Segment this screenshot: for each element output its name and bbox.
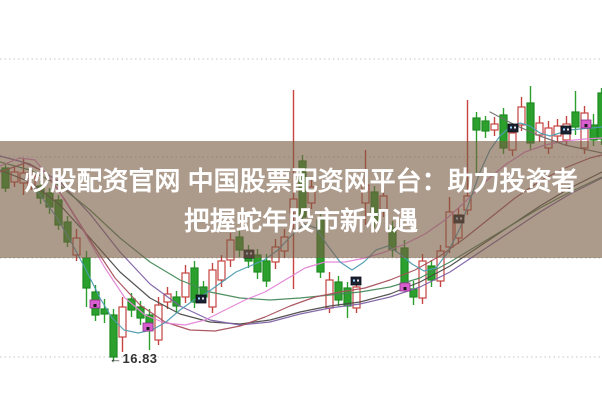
caption-line-2: 把握蛇年股市新机遇 xyxy=(183,206,418,236)
caption-overlay: 炒股配资官网 中国股票配资网平台：助力投资者 把握蛇年股市新机遇 xyxy=(0,141,602,258)
caption-line-1: 炒股配资官网 中国股票配资网平台：助力投资者 xyxy=(24,166,578,196)
low-price-label: ←16.83 xyxy=(109,351,158,366)
signal-markers-layer xyxy=(89,119,592,332)
